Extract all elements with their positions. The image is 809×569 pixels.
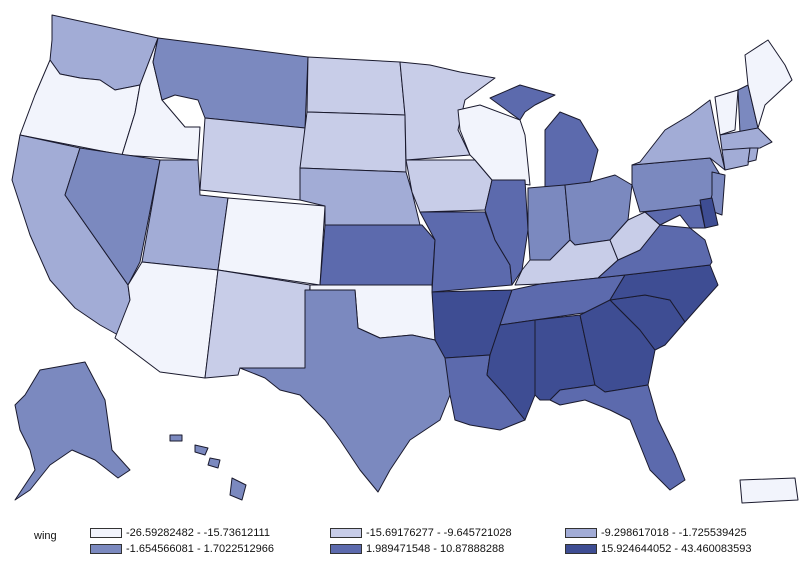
state-CT[interactable] (721, 147, 751, 171)
legend-item-4: -1.654566081 - 1.7022512966 (90, 543, 274, 555)
legend-item-5: 1.989471548 - 10.87888288 (330, 543, 504, 555)
state-ME[interactable] (744, 39, 793, 129)
state-SD[interactable] (299, 111, 407, 173)
state-CO[interactable] (217, 197, 326, 286)
state-MT[interactable] (152, 37, 309, 129)
state-IA[interactable] (405, 159, 493, 213)
state-MA[interactable] (719, 127, 773, 151)
legend-swatch-5 (330, 544, 362, 554)
state-PR[interactable] (739, 477, 799, 504)
legend-item-2: -15.69176277 - -9.645721028 (330, 527, 512, 539)
legend-swatch-6 (565, 544, 597, 554)
state-ND[interactable] (306, 56, 406, 116)
legend-label-3: -9.298617018 - -1.725539425 (601, 527, 747, 539)
legend-label-6: 15.924644052 - 43.460083593 (601, 543, 752, 555)
legend-item-3: -9.298617018 - -1.725539425 (565, 527, 747, 539)
state-NV[interactable] (64, 147, 161, 286)
legend-swatch-2 (330, 528, 362, 538)
state-NM[interactable] (204, 269, 311, 379)
legend-swatch-1 (90, 528, 122, 538)
state-MD[interactable] (644, 204, 706, 229)
legend-label-2: -15.69176277 - -9.645721028 (366, 527, 512, 539)
legend-swatch-3 (565, 528, 597, 538)
state-WY[interactable] (199, 117, 306, 201)
state-FL[interactable] (549, 384, 686, 491)
state-RI[interactable] (747, 147, 759, 163)
legend-item-1: -26.59282482 - -15.73612111 (90, 527, 270, 539)
state-NC[interactable] (609, 264, 719, 323)
state-NY[interactable] (631, 99, 726, 171)
legend-label-4: -1.654566081 - 1.7022512966 (126, 543, 275, 555)
state-VT[interactable] (714, 89, 739, 136)
state-TX[interactable] (239, 289, 451, 493)
state-HI[interactable] (169, 434, 247, 501)
legend-label-5: 1.989471548 - 10.87888288 (366, 543, 505, 555)
legend-label-1: -26.59282482 - -15.73612111 (126, 527, 270, 539)
legend-swatch-4 (90, 544, 122, 554)
map-legend: wing -26.59282482 - -15.73612111 -15.691… (0, 525, 809, 565)
state-KS[interactable] (319, 224, 436, 286)
state-MS[interactable] (486, 319, 536, 421)
state-IL[interactable] (484, 179, 529, 286)
state-AK[interactable] (14, 361, 131, 501)
legend-item-6: 15.924644052 - 43.460083593 (565, 543, 751, 555)
legend-title: wing (34, 530, 57, 542)
